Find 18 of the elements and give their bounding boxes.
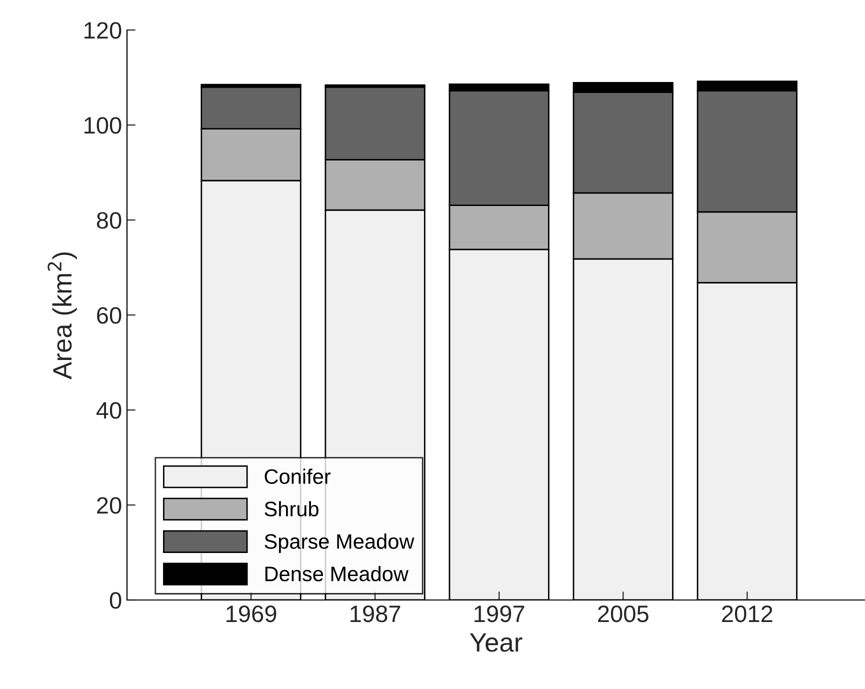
legend-label: Conifer: [264, 468, 331, 484]
y-tick-label: 80: [96, 212, 122, 229]
y-tick-label: 120: [84, 22, 122, 39]
y-tick-label: 40: [96, 402, 122, 419]
y-tick-label: 100: [84, 117, 122, 134]
x-axis-title: Year: [470, 633, 522, 652]
x-tick-label: 1997: [474, 605, 524, 622]
y-tick-label: 60: [97, 307, 122, 324]
x-tick-label: 2005: [598, 605, 648, 622]
x-tick-label: 1969: [226, 605, 276, 622]
x-tick-label: 1987: [350, 605, 400, 622]
legend-label: Dense Meadow: [265, 566, 409, 582]
y-tick-label: 0: [110, 592, 122, 609]
legend-label: Shrub: [264, 501, 318, 516]
y-axis-title: Area (km$^{2}$): [48, 252, 77, 380]
legend-label: Sparse Meadow: [264, 534, 414, 553]
y-tick-label: 20: [97, 497, 122, 514]
x-tick-label: 2012: [722, 605, 772, 622]
